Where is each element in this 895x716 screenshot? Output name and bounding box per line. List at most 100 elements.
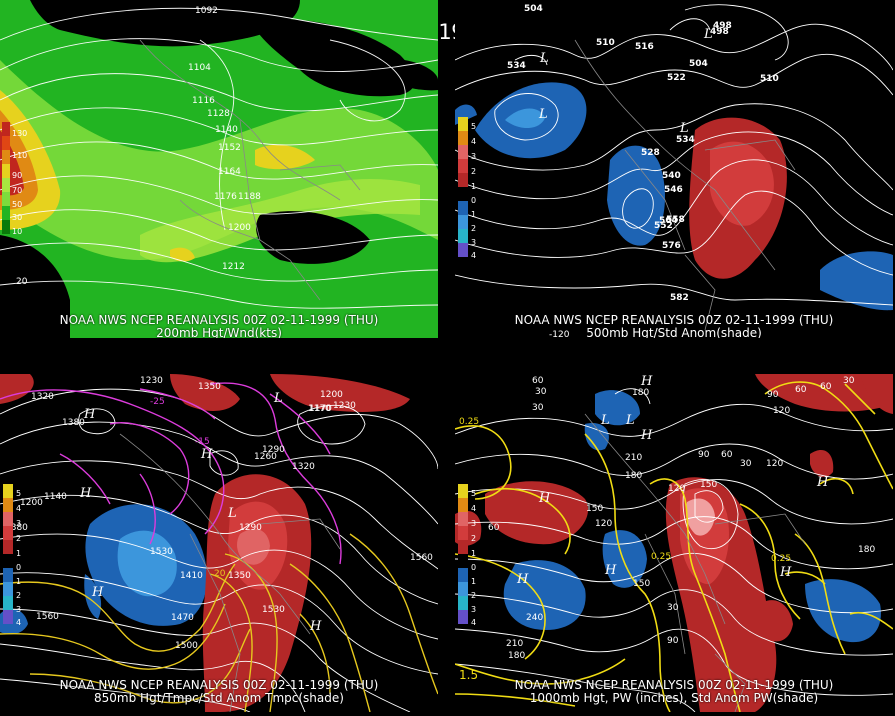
contour-label: 1140 — [215, 125, 238, 135]
contour-label: 180 — [632, 388, 649, 398]
contour-label: 210 — [506, 639, 523, 649]
high-center: H — [309, 619, 322, 634]
contour-label: 1290 — [262, 445, 285, 455]
legend-label: 1 — [471, 182, 476, 191]
low-center: L — [227, 506, 237, 521]
panel-850mb: 1230 1350 1200 1230 1170 1320 1260 1290 … — [0, 374, 438, 712]
contour-label: 240 — [526, 613, 543, 623]
contour-label: 1092 — [195, 6, 218, 16]
contour-label: 60 — [721, 450, 733, 460]
contour-label: 1104 — [188, 63, 211, 73]
legend-label: 1 — [471, 210, 476, 219]
contour-label: 1212 — [222, 262, 245, 272]
high-center: H — [538, 491, 551, 506]
contour-label: 582 — [670, 293, 689, 303]
contour-label: 1200 — [20, 498, 43, 508]
legend-label: 3 — [471, 519, 476, 528]
contour-label: 1116 — [192, 96, 215, 106]
legend-label: 0 — [471, 196, 476, 205]
legend-label: 130 — [12, 129, 27, 138]
map-200mb: 1092 1104 1116 1128 1140 1152 1164 1176 … — [0, 0, 438, 338]
panel-header: NOAA NWS NCEP REANALYSIS 00Z 02-11-1999 … — [514, 678, 834, 692]
contour-label: 180 — [508, 651, 525, 661]
legend-label: 2 — [471, 591, 476, 600]
legend-label: 3 — [471, 605, 476, 614]
contour-label: 498 — [710, 27, 729, 37]
contour-label: 528 — [641, 148, 660, 158]
contour-label: 30 — [532, 403, 544, 413]
contour-label: 210 — [625, 453, 642, 463]
contour-label: 510 — [596, 38, 615, 48]
panel-header: NOAA NWS NCEP REANALYSIS 00Z 02-11-1999 … — [514, 313, 834, 327]
contour-label: 150 — [633, 579, 650, 589]
contour-label: 1230 — [333, 401, 356, 411]
contour-label: 552 — [654, 221, 673, 231]
legend-label: 1 — [471, 549, 476, 558]
contour-label: 1380 — [62, 418, 85, 428]
legend-label: 4 — [16, 618, 21, 627]
low-center: L — [538, 107, 548, 122]
map-500mb: 504 498 498 510 516 504 510 522 528 534 … — [455, 0, 893, 338]
contour-label: 1470 — [171, 613, 194, 623]
contour-label: 180 — [625, 471, 642, 481]
contour-label: 504 — [689, 59, 708, 69]
contour-label: 1170 — [308, 404, 331, 414]
legend-label: 110 — [12, 151, 27, 160]
panel-header: NOAA NWS NCEP REANALYSIS 00Z 02-11-1999 … — [59, 678, 379, 692]
high-center: H — [779, 565, 792, 580]
contour-label: 60 — [532, 376, 544, 386]
contour-label: 1560 — [36, 612, 59, 622]
contour-label: 540 — [662, 171, 681, 181]
legend-200mb: 130 110 90 70 50 30 10 — [2, 122, 27, 236]
pw-label: 0.25 — [459, 417, 479, 427]
legend-label: 50 — [12, 200, 22, 209]
panel-field: 1000mb Hgt, PW (inches), Std Anom PW(sha… — [529, 691, 819, 705]
corner-label: 20 — [16, 277, 28, 287]
legend-label: 4 — [471, 504, 476, 513]
legend-label: 3 — [16, 605, 21, 614]
legend-500mb: 5 4 3 2 1 0 1 2 3 4 — [458, 117, 476, 260]
contour-label: 558 — [666, 215, 685, 225]
high-center: H — [816, 475, 829, 490]
contour-label: 30 — [535, 387, 547, 397]
legend-label: 1 — [16, 549, 21, 558]
legend-label: 4 — [471, 618, 476, 627]
legend-label: 2 — [16, 534, 21, 543]
high-center: H — [200, 447, 213, 462]
contour-label: 516 — [635, 42, 654, 52]
legend-1000mb: 5 4 3 2 1 0 1 2 3 4 — [458, 484, 476, 627]
legend-label: 2 — [471, 224, 476, 233]
contour-label: 30 — [667, 603, 679, 613]
contour-label: 1350 — [228, 571, 251, 581]
contour-label: 1500 — [175, 641, 198, 651]
contour-label: 1320 — [31, 392, 54, 402]
legend-label: 1 — [471, 577, 476, 586]
high-center: H — [640, 374, 653, 389]
contour-label: 510 — [760, 74, 779, 84]
contour-label: 1170 — [309, 404, 332, 414]
contour-label: 1230 — [140, 376, 163, 386]
legend-label: 3 — [16, 519, 21, 528]
legend-label: 70 — [12, 186, 22, 195]
high-center: H — [83, 407, 96, 422]
legend-label: 3 — [471, 238, 476, 247]
legend-label: 30 — [12, 213, 22, 222]
contour-label: 1140 — [44, 492, 67, 502]
panel-field: 850mb Hgt/Tmpc/Std Anom Tmpc(shade) — [94, 691, 344, 705]
contour-label: 1530 — [262, 605, 285, 615]
legend-label: 2 — [16, 591, 21, 600]
contour-label: 522 — [667, 73, 686, 83]
low-center: L — [600, 413, 610, 428]
contour-labels-500mb: 504 498 498 510 516 504 510 522 528 534 … — [507, 4, 779, 338]
legend-label: 2 — [471, 167, 476, 176]
legend-label: 4 — [471, 251, 476, 260]
legend-label: 1 — [16, 577, 21, 586]
contour-label: 1260 — [254, 452, 277, 462]
contour-labels-1000mb: 60 30 30 180 210 150 120 90 60 30 90 120… — [459, 374, 875, 682]
contour-label: 498 — [713, 21, 732, 31]
legend-label: 4 — [16, 504, 21, 513]
map-850mb: 1230 1350 1200 1230 1170 1320 1260 1290 … — [0, 374, 438, 712]
corner-label: -120 — [549, 330, 570, 338]
contour-label: 150 — [586, 504, 603, 514]
contour-label: 1320 — [292, 462, 315, 472]
